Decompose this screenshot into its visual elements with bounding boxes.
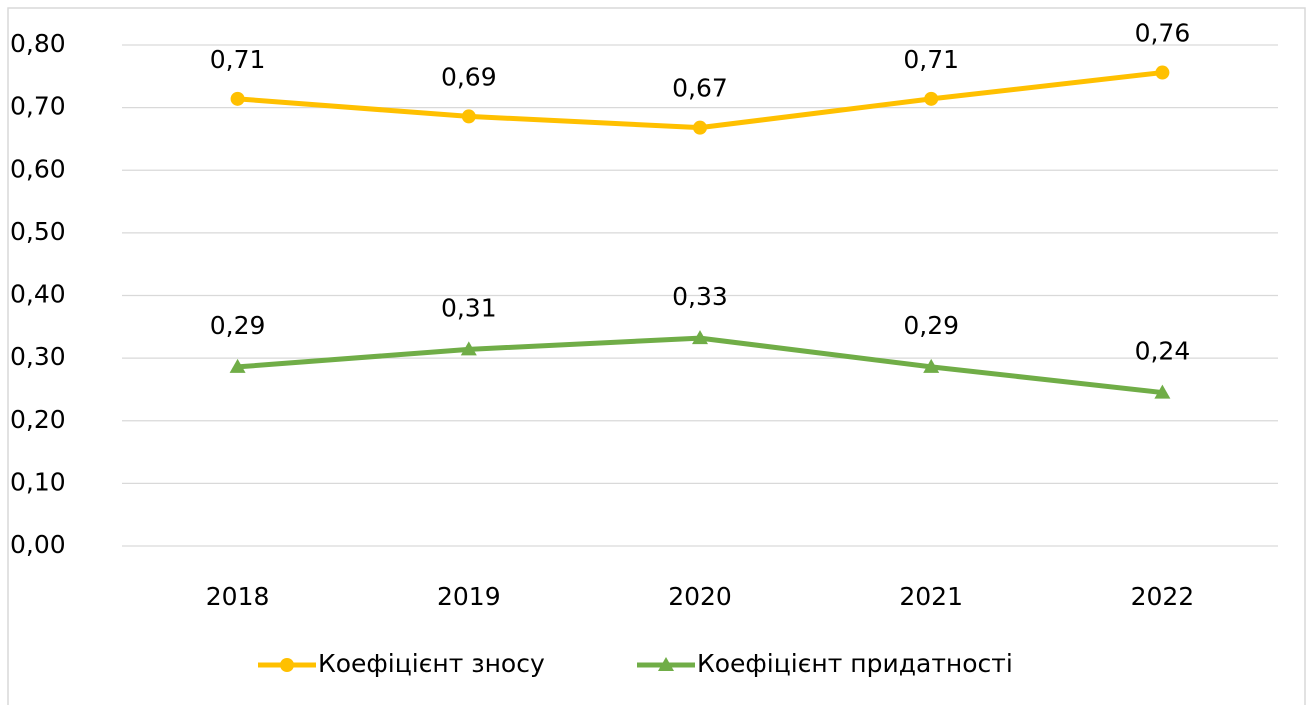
data-label: 0,76 [1135, 19, 1191, 48]
data-point [1155, 65, 1170, 80]
data-label: 0,29 [903, 311, 959, 340]
data-point [923, 358, 940, 373]
y-tick-label: 0,70 [10, 92, 66, 121]
y-tick-label: 0,40 [10, 280, 66, 309]
data-point [229, 358, 246, 373]
y-tick-label: 0,00 [10, 530, 66, 559]
data-label: 0,69 [441, 62, 497, 91]
y-tick-label: 0,10 [10, 467, 66, 496]
x-tick-label: 2019 [437, 582, 501, 611]
y-tick-label: 0,50 [10, 217, 66, 246]
x-tick-label: 2021 [899, 582, 963, 611]
data-label: 0,29 [210, 311, 266, 340]
data-point [230, 91, 245, 106]
x-tick-label: 2022 [1131, 582, 1195, 611]
y-tick-label: 0,80 [10, 29, 66, 58]
data-label: 0,71 [210, 45, 266, 74]
data-point [460, 341, 477, 356]
x-tick-label: 2018 [206, 582, 270, 611]
y-tick-label: 0,20 [10, 405, 66, 434]
data-point [1154, 384, 1171, 399]
data-label: 0,33 [672, 282, 728, 311]
data-label: 0,24 [1135, 337, 1191, 366]
data-label: 0,31 [441, 293, 497, 322]
legend-label: Коефіцієнт зносу [318, 649, 545, 678]
legend-marker [658, 657, 674, 671]
legend-label: Коефіцієнт придатності [697, 649, 1013, 678]
chart-border [7, 7, 1306, 705]
data-point [692, 330, 708, 345]
legend-marker [280, 658, 294, 672]
data-point [461, 109, 476, 124]
data-point [693, 120, 707, 135]
data-point [924, 91, 939, 106]
y-tick-label: 0,60 [10, 154, 66, 183]
y-tick-label: 0,30 [10, 342, 66, 371]
data-label: 0,67 [672, 74, 728, 103]
x-tick-label: 2020 [668, 582, 732, 611]
data-label: 0,71 [903, 45, 959, 74]
